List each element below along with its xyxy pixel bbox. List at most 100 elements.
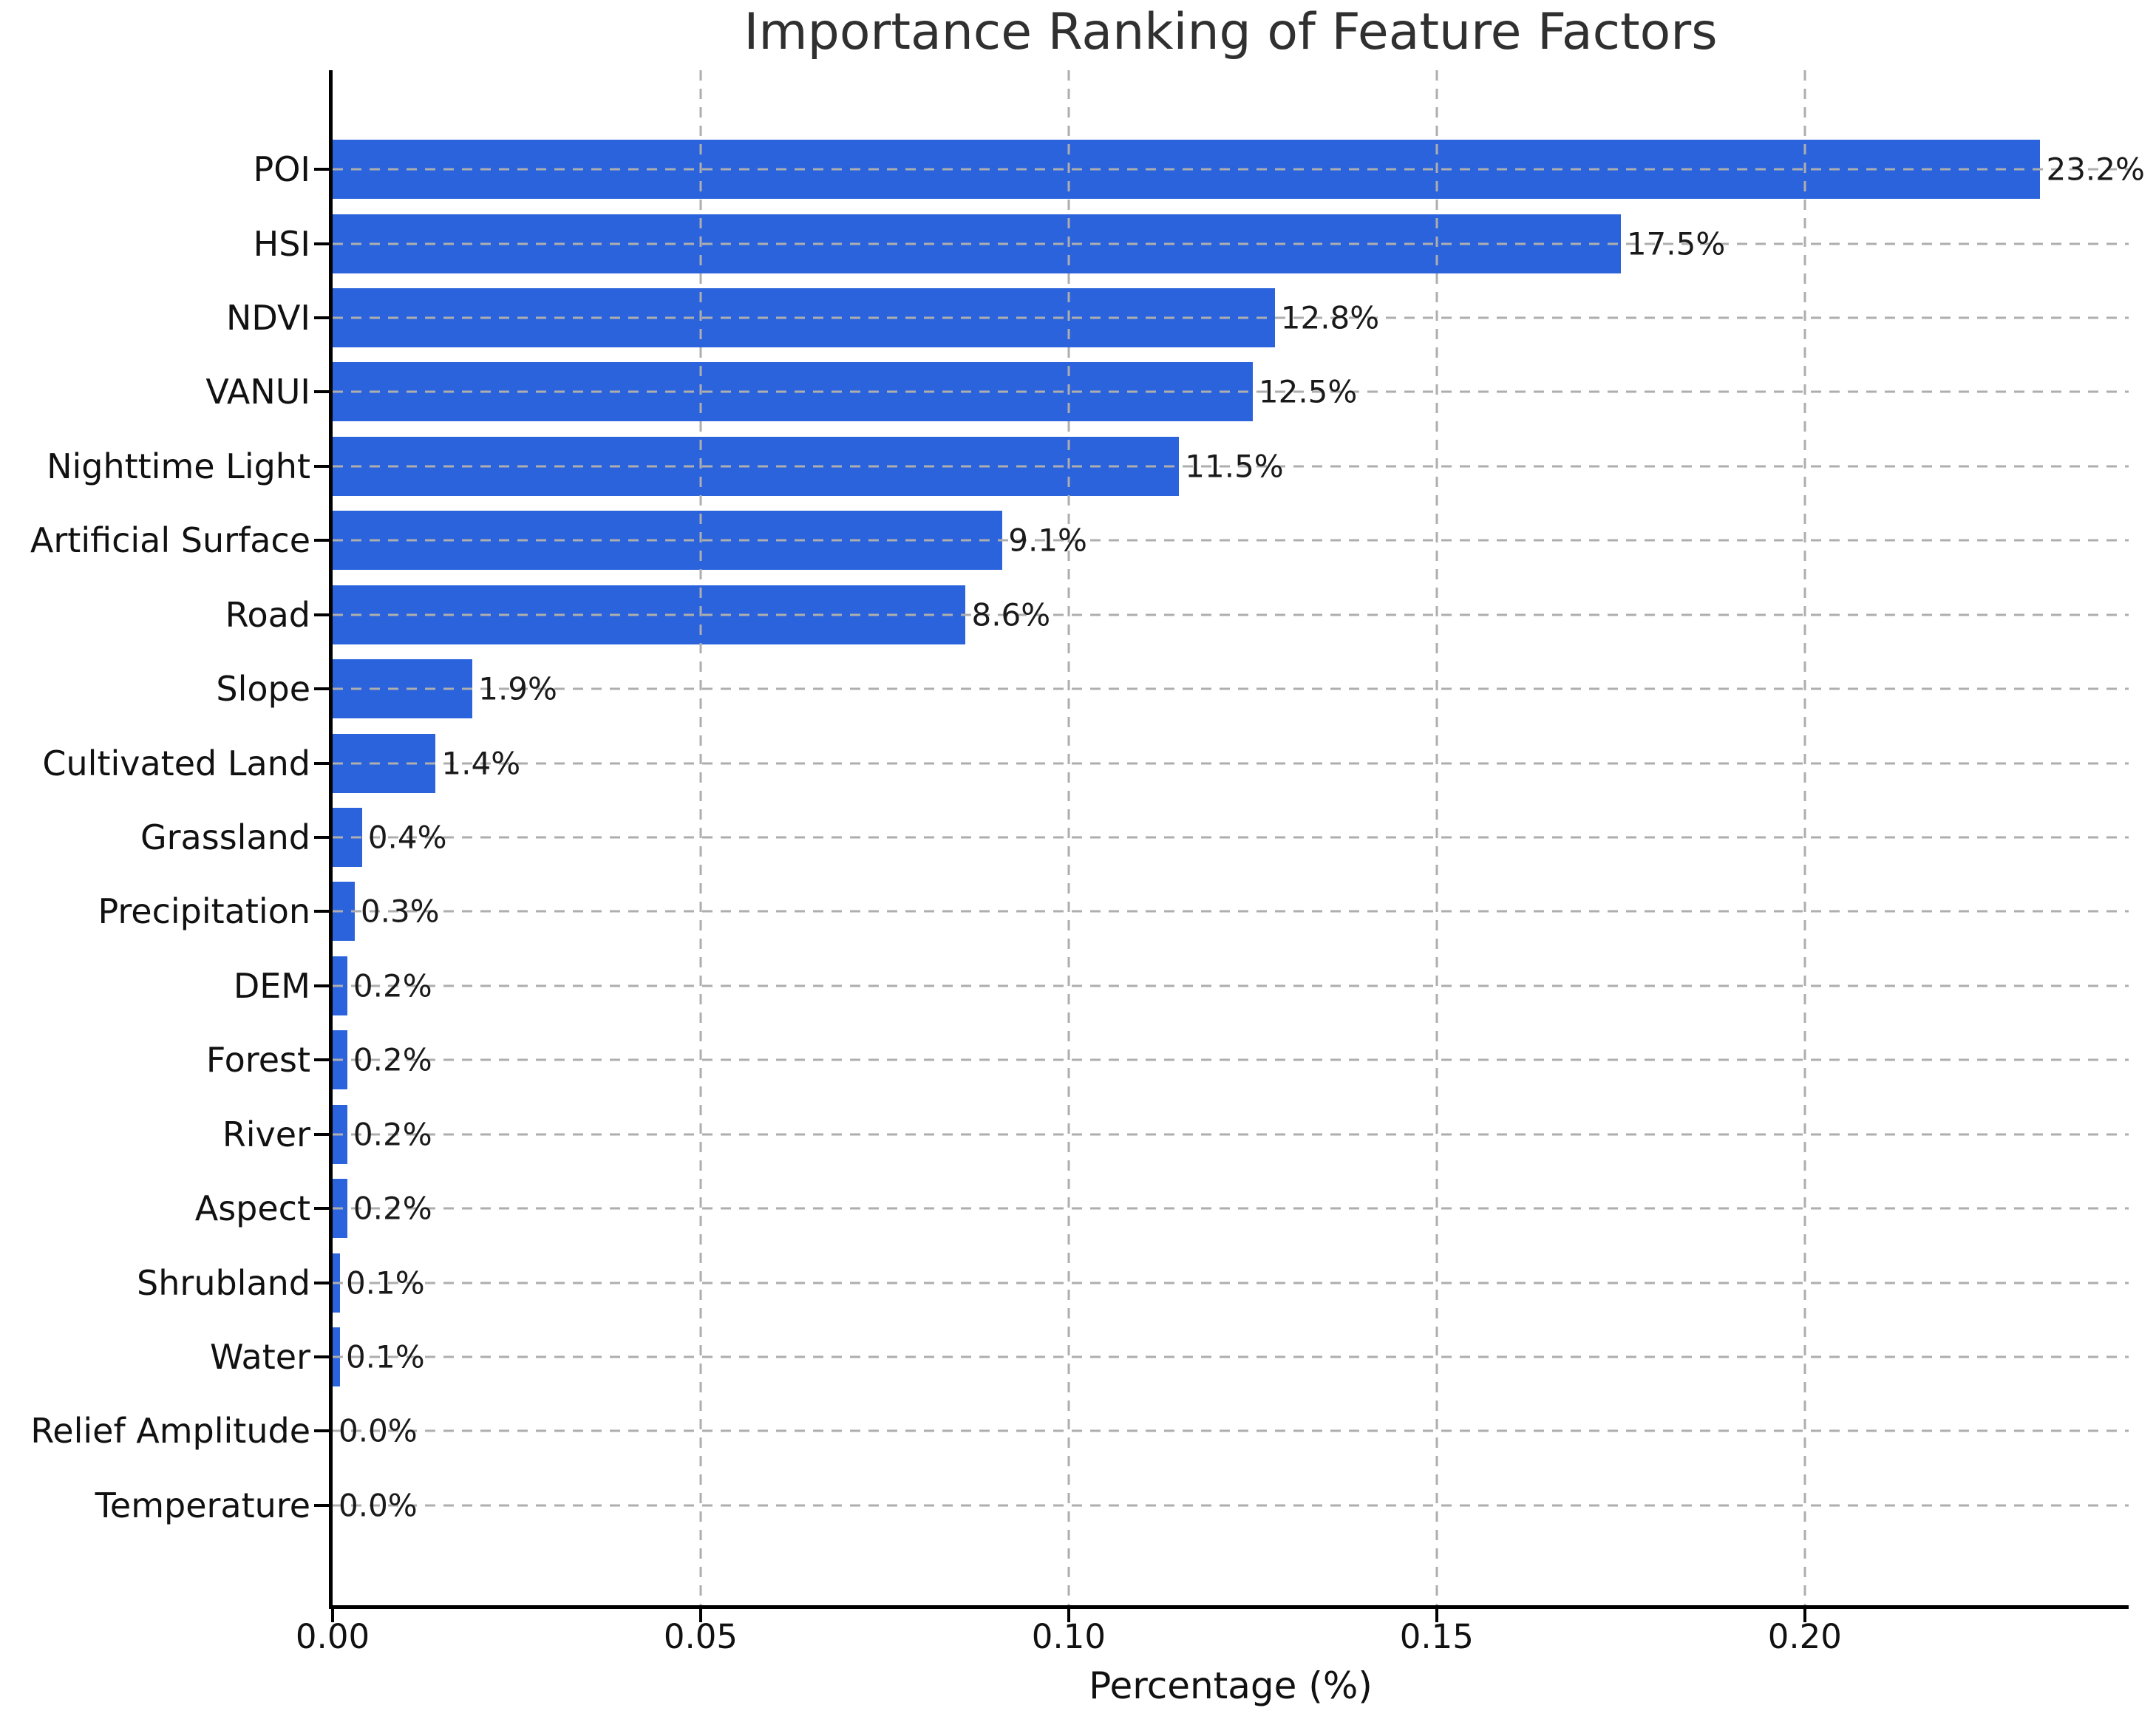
value-label: 0.2% — [353, 1116, 432, 1153]
category-label: Precipitation — [98, 891, 310, 932]
row-gridline — [333, 1058, 2129, 1061]
value-label: 11.5% — [1185, 448, 1284, 485]
category-label: NDVI — [225, 298, 310, 338]
value-label: 17.5% — [1626, 225, 1726, 262]
value-label: 9.1% — [1008, 522, 1087, 559]
category-label: Aspect — [194, 1188, 310, 1229]
bar-row: Aspect 0.2% — [195, 1171, 2129, 1245]
bar-row: Artificial Surface 9.1% — [30, 503, 2129, 577]
y-tick-mark — [314, 836, 329, 839]
category-label: Slope — [216, 669, 310, 709]
category-label: River — [222, 1114, 310, 1154]
bar-row: Shrubland 0.1% — [137, 1245, 2129, 1319]
bar-row: Precipitation 0.3% — [98, 874, 2129, 948]
row-gridline — [333, 242, 2129, 245]
value-label: 0.3% — [360, 893, 440, 930]
y-tick-mark — [314, 1429, 329, 1433]
y-tick-mark — [314, 539, 329, 542]
x-tick-mark — [331, 1607, 334, 1622]
x-tick-label: 0.00 — [295, 1617, 370, 1656]
y-tick-mark — [314, 1132, 329, 1136]
value-label: 0.0% — [339, 1412, 418, 1449]
x-tick-mark — [698, 1607, 702, 1622]
row-gridline — [333, 836, 2129, 839]
row-gridline — [333, 1133, 2129, 1136]
category-label: Water — [210, 1336, 310, 1377]
value-label: 1.4% — [441, 745, 521, 782]
category-label: VANUI — [205, 372, 310, 412]
y-tick-mark — [314, 464, 329, 468]
y-tick-mark — [314, 1058, 329, 1062]
category-label: Cultivated Land — [42, 743, 310, 783]
y-tick-mark — [314, 613, 329, 616]
y-tick-mark — [314, 1207, 329, 1211]
bar-row: Relief Amplitude 0.0% — [30, 1394, 2129, 1468]
row-gridline — [333, 1429, 2129, 1432]
category-label: Shrubland — [137, 1262, 310, 1303]
category-label: POI — [253, 149, 310, 190]
bar-row: Forest 0.2% — [206, 1023, 2129, 1097]
row-gridline — [333, 613, 2129, 616]
bar-row: DEM 0.2% — [234, 949, 2129, 1023]
y-tick-mark — [314, 168, 329, 171]
y-tick-mark — [314, 910, 329, 913]
bar-row: Grassland 0.4% — [140, 800, 2129, 874]
value-label: 0.4% — [367, 819, 447, 856]
category-label: HSI — [253, 223, 310, 264]
x-tick-mark — [1435, 1607, 1438, 1622]
row-gridline — [333, 1355, 2129, 1358]
row-gridline — [333, 316, 2129, 319]
bar-rows: POI 23.2% HSI 17.5% NDVI 12.8% VANUI 12.5% Night… — [30, 132, 2145, 1542]
value-label: 0.2% — [353, 967, 432, 1004]
row-gridline — [333, 168, 2129, 171]
bar-row: HSI 17.5% — [254, 206, 2129, 280]
y-tick-mark — [314, 761, 329, 765]
value-label: 12.5% — [1258, 373, 1358, 410]
category-label: Artificial Surface — [30, 520, 310, 561]
bar-row: River 0.2% — [222, 1097, 2129, 1171]
category-label: Temperature — [95, 1485, 310, 1525]
row-gridline — [333, 1282, 2129, 1284]
value-label: 0.1% — [345, 1265, 425, 1301]
x-axis-title: Percentage (%) — [1089, 1664, 1373, 1707]
x-tick-mark — [1803, 1607, 1806, 1622]
x-tick-label: 0.15 — [1399, 1617, 1474, 1656]
value-label: 0.0% — [339, 1487, 418, 1524]
value-label: 8.6% — [971, 596, 1051, 633]
y-axis-line — [329, 70, 333, 1609]
value-label: 23.2% — [2046, 151, 2145, 188]
chart-title: Importance Ranking of Feature Factors — [744, 3, 1718, 61]
row-gridline — [333, 539, 2129, 542]
bar-row: Nighttime Light 11.5% — [47, 429, 2129, 503]
bar-row: Temperature 0.0% — [95, 1469, 2129, 1542]
category-label: Grassland — [140, 817, 310, 857]
y-tick-mark — [314, 1355, 329, 1358]
bar-row: Slope 1.9% — [216, 652, 2129, 726]
bar-row: VANUI 12.5% — [205, 355, 2129, 429]
y-tick-mark — [314, 242, 329, 245]
category-label: DEM — [233, 965, 310, 1006]
category-label: Nighttime Light — [47, 446, 310, 486]
y-tick-mark — [314, 1503, 329, 1507]
value-label: 0.2% — [353, 1190, 432, 1227]
y-tick-mark — [314, 687, 329, 691]
bar-row: NDVI 12.8% — [226, 281, 2129, 355]
bar-row: POI 23.2% — [253, 132, 2145, 206]
row-gridline — [333, 1207, 2129, 1210]
bar-row: Cultivated Land 1.4% — [42, 726, 2129, 800]
plot-area: POI 23.2% HSI 17.5% NDVI 12.8% VANUI 12.5% Night… — [30, 70, 2145, 1609]
y-tick-mark — [314, 1281, 329, 1284]
category-label: Forest — [205, 1040, 310, 1080]
value-label: 0.1% — [345, 1338, 425, 1375]
category-label: Relief Amplitude — [30, 1411, 310, 1452]
bar-row: Road 8.6% — [225, 578, 2129, 652]
y-tick-mark — [314, 984, 329, 987]
row-gridline — [333, 1504, 2129, 1507]
x-axis-line — [329, 1605, 2129, 1609]
value-label: 1.9% — [478, 670, 557, 707]
row-gridline — [333, 390, 2129, 393]
category-label: Road — [225, 594, 310, 635]
y-tick-mark — [314, 316, 329, 320]
row-gridline — [333, 465, 2129, 468]
